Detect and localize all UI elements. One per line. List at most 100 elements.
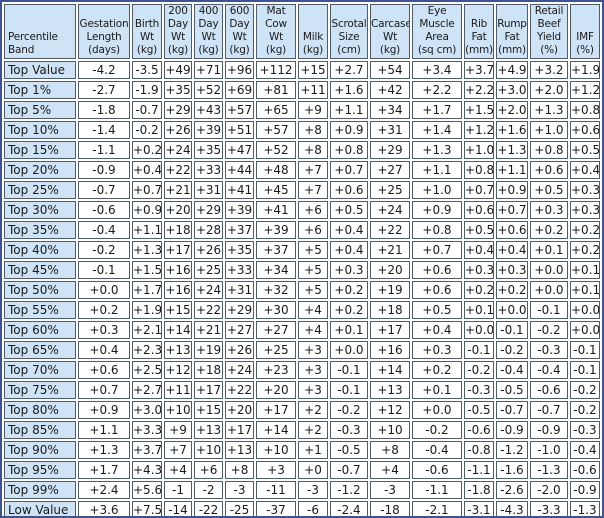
ebv-value-cell: -22 (194, 501, 223, 516)
ebv-value-cell: +37 (256, 241, 296, 259)
header-row: Percentile Band Gestation Length (days) Bi… (4, 4, 600, 59)
ebv-value-cell: +3.7 (464, 61, 494, 79)
column-header: 200 Day Wt (kg) (164, 4, 192, 59)
column-header: 600 Day Wt (kg) (225, 4, 254, 59)
ebv-value-cell: +0.8 (412, 221, 462, 239)
ebv-value-cell: +0.6 (496, 221, 528, 239)
ebv-value-cell: -3.1 (464, 501, 494, 516)
ebv-value-cell: +20 (164, 201, 192, 219)
ebv-value-cell: -0.1 (530, 301, 568, 319)
ebv-value-cell: +0.3 (464, 261, 494, 279)
ebv-value-cell: +0.5 (464, 221, 494, 239)
ebv-value-cell: +0.8 (530, 141, 568, 159)
ebv-value-cell: +1.2 (570, 81, 600, 99)
ebv-value-cell: -1.1 (78, 141, 130, 159)
ebv-value-cell: +0.2 (78, 301, 130, 319)
ebv-value-cell: -0.2 (78, 241, 130, 259)
ebv-value-cell: +0.8 (464, 161, 494, 179)
ebv-value-cell: -0.5 (330, 441, 368, 459)
ebv-value-cell: +2.1 (132, 321, 162, 339)
ebv-value-cell: +1.3 (412, 141, 462, 159)
ebv-value-cell: -0.7 (330, 461, 368, 479)
table-row: Top 65% +0.4 +2.3 +13 +19 +26 +25 +3 +0.0 +16 +0.3… (4, 341, 600, 359)
ebv-value-cell: +1.0 (412, 181, 462, 199)
ebv-value-cell: +43 (194, 101, 223, 119)
ebv-value-cell: +0.1 (570, 281, 600, 299)
ebv-value-cell: +8 (298, 141, 328, 159)
ebv-value-cell: -2.4 (330, 501, 368, 516)
ebv-value-cell: +52 (194, 81, 223, 99)
ebv-value-cell: +10 (164, 401, 192, 419)
ebv-value-cell: +3.6 (78, 501, 130, 516)
table-row: Top 99% +2.4 +5.6 -1 -2 -3 -11 -3 -1.2 -3 -1.1 -1.8… (4, 481, 600, 499)
column-header: Gestation Length (days) (78, 4, 130, 59)
ebv-value-cell: -1 (164, 481, 192, 499)
ebv-value-cell: +1.7 (132, 281, 162, 299)
ebv-value-cell: +0.9 (132, 201, 162, 219)
table-row: Top 50% +0.0 +1.7 +16 +24 +31 +32 +5 +0.2 +19 +0.6… (4, 281, 600, 299)
ebv-value-cell: -0.1 (464, 341, 494, 359)
ebv-value-cell: -0.1 (570, 341, 600, 359)
ebv-value-cell: +0.3 (570, 181, 600, 199)
ebv-value-cell: +30 (256, 301, 296, 319)
ebv-value-cell: -18 (370, 501, 410, 516)
ebv-value-cell: -1.2 (330, 481, 368, 499)
ebv-value-cell: +0.5 (330, 201, 368, 219)
ebv-value-cell: +24 (370, 201, 410, 219)
ebv-value-cell: -14 (164, 501, 192, 516)
ebv-value-cell: +49 (164, 61, 192, 79)
ebv-value-cell: +9 (164, 421, 192, 439)
ebv-value-cell: +26 (225, 341, 254, 359)
ebv-value-cell: +0.6 (464, 201, 494, 219)
ebv-value-cell: -3 (298, 481, 328, 499)
ebv-value-cell: +12 (164, 361, 192, 379)
column-header: 400 Day Wt (kg) (194, 4, 223, 59)
ebv-value-cell: -2.6 (496, 481, 528, 499)
ebv-value-cell: -1.3 (570, 501, 600, 516)
ebv-value-cell: +39 (225, 201, 254, 219)
ebv-value-cell: -0.3 (464, 381, 494, 399)
ebv-value-cell: +0.2 (530, 221, 568, 239)
ebv-value-cell: -4.3 (496, 501, 528, 516)
ebv-value-cell: -0.2 (570, 381, 600, 399)
ebv-value-cell: +17 (256, 401, 296, 419)
ebv-value-cell: +0.8 (570, 101, 600, 119)
ebv-value-cell: +0.3 (570, 201, 600, 219)
ebv-value-cell: +0.2 (412, 361, 462, 379)
table-row: Top 90% +1.3 +3.7 +7 +10 +13 +10 +1 -0.5 +8 -0.4 -0… (4, 441, 600, 459)
ebv-value-cell: +0.4 (132, 161, 162, 179)
ebv-value-cell: -0.5 (496, 381, 528, 399)
ebv-value-cell: +22 (194, 301, 223, 319)
ebv-value-cell: -0.4 (570, 441, 600, 459)
ebv-value-cell: +1.6 (496, 121, 528, 139)
ebv-value-cell: +25 (370, 181, 410, 199)
table-row: Top Value -4.2 -3.5 +49 +71 +96 +112 +15 +2.7 +54… (4, 61, 600, 79)
ebv-value-cell: +8 (370, 441, 410, 459)
ebv-value-cell: +48 (256, 161, 296, 179)
ebv-value-cell: -0.6 (412, 461, 462, 479)
ebv-value-cell: +41 (256, 201, 296, 219)
ebv-value-cell: +20 (370, 261, 410, 279)
ebv-value-cell: +0.0 (570, 301, 600, 319)
percentile-band-cell: Low Value (4, 501, 76, 516)
ebv-value-cell: +39 (194, 121, 223, 139)
ebv-value-cell: +0.9 (496, 181, 528, 199)
ebv-value-cell: +0.6 (412, 281, 462, 299)
ebv-value-cell: +2.2 (412, 81, 462, 99)
ebv-value-cell: +1.9 (132, 301, 162, 319)
ebv-value-cell: +57 (256, 121, 296, 139)
ebv-value-cell: +2.0 (530, 81, 568, 99)
ebv-value-cell: +1.7 (78, 461, 130, 479)
ebv-value-cell: +33 (194, 161, 223, 179)
percentile-band-cell: Top 1% (4, 81, 76, 99)
table-row: Top 60% +0.3 +2.1 +14 +21 +27 +27 +4 +0.1 +17 +0.4… (4, 321, 600, 339)
ebv-value-cell: +15 (164, 301, 192, 319)
ebv-value-cell: +0.3 (78, 321, 130, 339)
ebv-value-cell: -0.9 (496, 421, 528, 439)
ebv-value-cell: +0 (298, 461, 328, 479)
ebv-value-cell: +22 (164, 161, 192, 179)
ebv-value-cell: +19 (370, 281, 410, 299)
ebv-value-cell: +52 (256, 141, 296, 159)
ebv-value-cell: -0.3 (530, 341, 568, 359)
